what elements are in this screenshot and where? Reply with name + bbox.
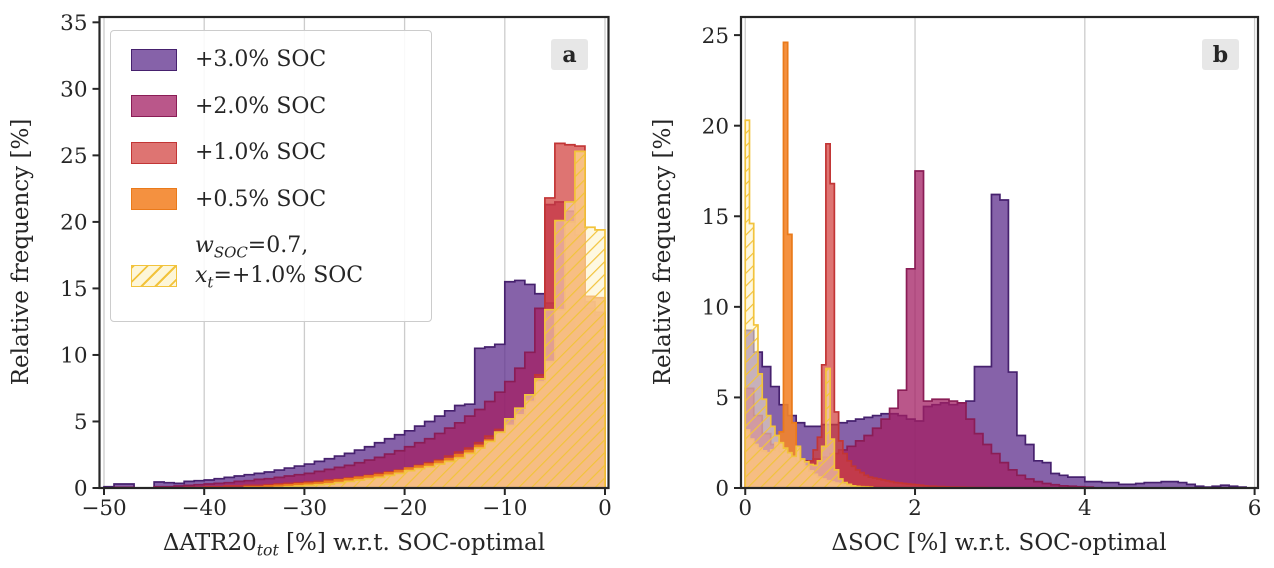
x-tick-label: 2 [908, 496, 922, 521]
legend-item-p3: +3.0% SOC [131, 46, 411, 74]
y-tick-label: 20 [702, 114, 729, 139]
legend-swatch-p3 [131, 48, 177, 71]
plot-border [98, 15, 610, 490]
x-tick-label: 4 [1078, 496, 1092, 521]
x-axis-label-b: ΔSOC [%] w.r.t. SOC-optimal [831, 530, 1167, 556]
legend-item-p1: +1.0% SOC [131, 139, 411, 167]
legend-swatch-p05 [131, 188, 177, 211]
legend-label-wsoc: wSOC=0.7, xt=+1.0% SOC [195, 233, 364, 292]
y-tick-label: 25 [702, 24, 729, 49]
legend-label-p2: +2.0% SOC [195, 93, 327, 119]
legend-label-p05: +0.5% SOC [195, 186, 327, 212]
x-tick-label: −20 [382, 496, 427, 521]
y-tick-label: 0 [715, 477, 729, 502]
panel-letter-b: b [1202, 39, 1239, 70]
x-tick-label: −10 [482, 496, 527, 521]
y-tick-label: 20 [60, 211, 87, 236]
y-tick-label: 35 [60, 11, 87, 36]
y-tick-label: 30 [60, 78, 87, 103]
y-tick-label: 5 [74, 410, 88, 435]
panel-a: −50 −40 −30 −20 −10 0 0 5 10 15 20 25 30 35 [60, 11, 612, 521]
axis-ticks: 0 2 4 6 0 5 10 15 20 25 [702, 24, 1262, 521]
y-tick-label: 25 [60, 144, 87, 169]
y-tick-label: 0 [74, 477, 88, 502]
y-axis-label-b: Relative frequency [%] [650, 118, 676, 386]
x-tick-label: 0 [738, 496, 752, 521]
y-tick-label: 15 [702, 205, 729, 230]
series-wsoc-histogram [744, 119, 874, 489]
y-tick-label: 5 [715, 386, 729, 411]
x-axis-label-a: ΔATR20tot [%] w.r.t. SOC-optimal [162, 530, 546, 560]
legend-item-wsoc: wSOC=0.7, xt=+1.0% SOC [131, 232, 411, 292]
y-tick-label: 10 [60, 344, 87, 369]
x-tick-label: 6 [1248, 496, 1262, 521]
legend-item-p05: +0.5% SOC [131, 186, 411, 214]
y-axis-label-a: Relative frequency [%] [8, 118, 34, 386]
legend-label-p1: +1.0% SOC [195, 140, 327, 165]
y-tick-label: 10 [702, 296, 729, 321]
plot-border [739, 15, 1260, 490]
y-tick-label: 15 [60, 277, 87, 302]
axis-ticks: −50 −40 −30 −20 −10 0 0 5 10 15 20 25 30 35 [60, 11, 612, 521]
x-tick-label: −40 [182, 496, 227, 521]
legend-label-p3: +3.0% SOC [195, 47, 327, 72]
legend-swatch-p2 [131, 95, 177, 118]
legend-item-p2: +2.0% SOC [131, 93, 411, 121]
legend-swatch-wsoc [131, 265, 177, 288]
x-tick-label: 0 [598, 496, 612, 521]
legend: +3.0% SOC +2.0% SOC +1.0% SOC +0.5% SOC wSOC… [110, 30, 432, 323]
x-tick-label: −30 [282, 496, 327, 521]
series-p2-histogram [104, 201, 606, 489]
panel-letter-a: a [551, 39, 588, 70]
panel-b: 0 2 4 6 0 5 10 15 20 25 [702, 15, 1262, 521]
legend-swatch-p1 [131, 141, 177, 164]
x-tick-label: −50 [81, 496, 126, 521]
